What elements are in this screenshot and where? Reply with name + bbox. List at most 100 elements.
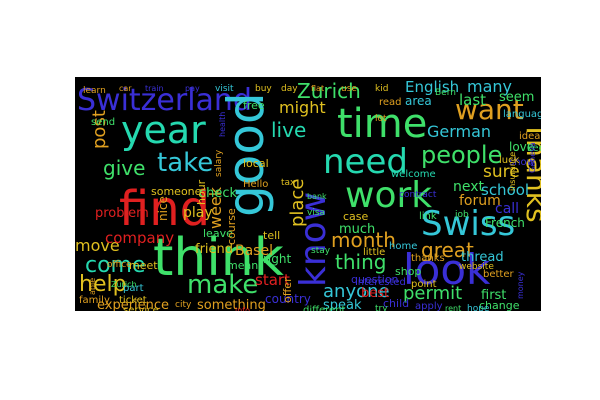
word-someone: someone: [151, 185, 202, 198]
word-come: come: [85, 253, 146, 278]
word-point: point: [411, 279, 437, 290]
word-city: city: [175, 300, 192, 310]
word-luck: luck: [499, 155, 520, 166]
word-basel: Basel: [235, 243, 273, 259]
word-stay: stay: [311, 246, 331, 256]
word-job: job: [454, 210, 469, 220]
word-help: help: [79, 272, 127, 297]
word-know: know: [293, 192, 334, 287]
word-nice: nice: [156, 196, 170, 221]
word-link: link: [419, 211, 437, 222]
word-ticket: ticket: [119, 295, 147, 306]
word-experience: experience: [97, 298, 169, 311]
word-good: good: [217, 92, 275, 217]
word-want: want: [455, 93, 524, 126]
word-school: school: [481, 181, 529, 199]
word-bern: Bern: [435, 88, 456, 98]
word-permit: permit: [403, 283, 462, 304]
word-different: different: [303, 305, 346, 311]
word-contract: contract: [399, 190, 437, 200]
word-pay: pay: [185, 84, 200, 93]
word-website: website: [459, 262, 494, 272]
word-place: place: [287, 179, 308, 227]
word-give: give: [103, 156, 145, 180]
word-german: German: [427, 122, 491, 141]
word-show: show: [509, 157, 535, 168]
word-think: think: [153, 228, 284, 288]
word-take: take: [157, 148, 213, 178]
word-last: last: [459, 91, 486, 109]
word-train: train: [145, 84, 164, 93]
word-people: people: [421, 141, 502, 169]
word-mean: mean: [227, 259, 258, 272]
word-many: many: [467, 77, 512, 96]
word-service: service: [123, 305, 159, 311]
word-car: car: [119, 84, 132, 93]
word-zurich: Zurich: [297, 79, 361, 103]
word-info: info: [235, 306, 250, 311]
word-little: little: [363, 247, 385, 258]
word-offer: offer: [281, 277, 294, 303]
word-keep: keep: [527, 143, 541, 154]
word-first: first: [481, 288, 506, 303]
word-year: year: [121, 108, 206, 152]
word-try: try: [375, 304, 388, 311]
word-week: week: [206, 186, 225, 229]
word-great: great: [421, 238, 474, 262]
word-find: find: [119, 181, 210, 237]
word-leave: leave: [203, 227, 233, 240]
word-english: English: [405, 78, 459, 96]
word-kid: kid: [375, 84, 388, 94]
word-friend: friend: [195, 242, 233, 257]
word-interested: interested: [355, 277, 406, 288]
word-hope: hope: [467, 304, 490, 311]
word-child: child: [383, 297, 409, 310]
word-tax: tax: [281, 178, 296, 188]
word-buy: buy: [255, 84, 272, 94]
word-hello: Hello: [243, 179, 268, 190]
word-use: use: [341, 84, 357, 94]
word-geneva: Geneva: [528, 142, 537, 173]
word-language: language: [503, 109, 541, 120]
word-post: post: [89, 110, 110, 149]
word-visa: visa: [307, 208, 325, 218]
word-country: country: [265, 292, 311, 306]
word-forum: forum: [459, 193, 501, 209]
word-day: day: [281, 84, 298, 94]
word-better: better: [483, 269, 514, 280]
word-health: health: [218, 112, 227, 137]
word-local: local: [243, 157, 269, 170]
word-thanks: thanks: [411, 253, 445, 264]
word-hour: hour: [195, 179, 208, 205]
word-part: part: [123, 283, 144, 294]
word-case: case: [343, 210, 369, 223]
word-idea: idea: [519, 131, 540, 142]
word-anyone: anyone: [323, 281, 390, 302]
word-seem: seem: [499, 90, 534, 105]
word-able: able: [88, 278, 97, 295]
word-check: check: [199, 186, 238, 201]
word-insurance: insurance: [508, 152, 517, 191]
word-home: home: [389, 241, 417, 252]
word-swiss: Swiss: [421, 204, 515, 244]
word-thanks: Thanks: [520, 121, 541, 223]
word-meet: meet: [129, 259, 158, 272]
word-welcome: welcome: [391, 169, 436, 180]
word-learn: learn: [83, 86, 106, 96]
word-switzerland: Switzerland: [77, 83, 252, 118]
word-time: time: [337, 101, 427, 147]
word-tell: tell: [263, 229, 280, 242]
word-move: move: [75, 236, 120, 255]
word-company: company: [105, 229, 174, 247]
word-work: work: [345, 175, 432, 216]
word-next: next: [453, 179, 485, 195]
word-question: question: [351, 273, 399, 286]
word-live: live: [271, 118, 306, 142]
word-right: right: [263, 252, 291, 266]
word-change: change: [479, 299, 520, 311]
word-start: start: [255, 271, 290, 289]
word-visit: visit: [215, 84, 234, 94]
word-salary: salary: [214, 149, 224, 177]
word-read: read: [379, 97, 402, 108]
